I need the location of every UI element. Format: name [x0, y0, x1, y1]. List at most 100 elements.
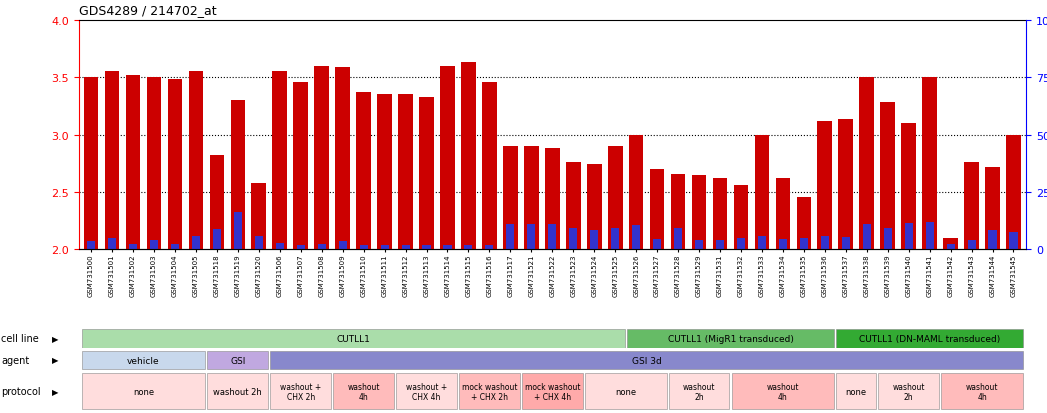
Bar [296, 245, 305, 250]
Bar [209, 156, 224, 250]
Bar [650, 170, 665, 250]
Bar [356, 93, 371, 250]
Bar [946, 244, 955, 250]
Bar [503, 147, 517, 250]
Bar [608, 147, 623, 250]
Bar [317, 244, 326, 250]
Bar [440, 66, 454, 250]
Bar [359, 245, 367, 250]
Text: cell line: cell line [1, 334, 39, 344]
Bar [423, 245, 430, 250]
Bar [566, 163, 581, 250]
Bar [335, 68, 350, 250]
Text: protocol: protocol [1, 386, 41, 396]
Bar [398, 95, 413, 250]
Bar [507, 225, 514, 250]
Bar [270, 373, 331, 409]
Bar [860, 78, 874, 250]
Bar [549, 225, 556, 250]
Text: CUTLL1 (DN-MAML transduced): CUTLL1 (DN-MAML transduced) [859, 334, 1000, 343]
Bar [461, 63, 475, 250]
Text: washout
4h: washout 4h [348, 382, 380, 401]
Bar [275, 243, 284, 250]
Bar [82, 330, 625, 348]
Bar [459, 373, 519, 409]
Bar [380, 245, 388, 250]
Bar [941, 373, 1023, 409]
Bar [926, 222, 934, 250]
Bar [837, 330, 1023, 348]
Bar [401, 245, 409, 250]
Bar [755, 135, 770, 250]
Bar [671, 174, 686, 250]
Bar [776, 179, 790, 250]
Bar [627, 330, 834, 348]
Text: mock washout
+ CHX 2h: mock washout + CHX 2h [462, 382, 517, 401]
Bar [716, 241, 725, 250]
Bar [821, 236, 829, 250]
Bar [105, 72, 119, 250]
Bar [837, 373, 876, 409]
Bar [570, 228, 577, 250]
Text: agent: agent [1, 355, 29, 365]
Bar [126, 76, 140, 250]
Bar [444, 245, 451, 250]
Bar [591, 230, 598, 250]
Bar [544, 149, 560, 250]
Bar [734, 186, 749, 250]
Bar [901, 124, 916, 250]
Bar [732, 373, 834, 409]
Text: GDS4289 / 214702_at: GDS4289 / 214702_at [79, 4, 216, 17]
Bar [251, 183, 266, 250]
Bar [818, 121, 832, 250]
Bar [674, 228, 682, 250]
Bar [878, 373, 939, 409]
Bar [233, 212, 242, 250]
Text: washout
4h: washout 4h [965, 382, 998, 401]
Bar [905, 223, 913, 250]
Bar [779, 240, 787, 250]
Bar [333, 373, 394, 409]
Bar [314, 66, 329, 250]
Bar [797, 197, 811, 250]
Text: CUTLL1 (MigR1 transduced): CUTLL1 (MigR1 transduced) [668, 334, 794, 343]
Bar [842, 237, 850, 250]
Text: none: none [133, 387, 154, 396]
Bar [943, 238, 958, 250]
Bar [521, 373, 583, 409]
Bar [82, 351, 205, 369]
Bar [230, 101, 245, 250]
Bar [587, 165, 602, 250]
Bar [84, 78, 98, 250]
Bar [713, 179, 728, 250]
Bar [737, 238, 745, 250]
Bar [207, 351, 268, 369]
Bar [988, 230, 997, 250]
Bar [171, 244, 179, 250]
Bar [758, 236, 766, 250]
Bar [419, 97, 433, 250]
Text: washout +
CHX 4h: washout + CHX 4h [406, 382, 447, 401]
Bar [207, 373, 268, 409]
Bar [377, 95, 392, 250]
Text: washout
2h: washout 2h [892, 382, 925, 401]
Bar [254, 236, 263, 250]
Text: none: none [846, 387, 867, 396]
Bar [839, 119, 853, 250]
Bar [168, 80, 182, 250]
Text: washout
4h: washout 4h [766, 382, 799, 401]
Bar [528, 225, 535, 250]
Bar [692, 176, 707, 250]
Bar [87, 242, 95, 250]
Text: washout
2h: washout 2h [683, 382, 715, 401]
Text: ▶: ▶ [52, 356, 59, 365]
Text: none: none [615, 387, 637, 396]
Text: GSI 3d: GSI 3d [631, 356, 662, 365]
Bar [653, 240, 661, 250]
Bar [967, 241, 976, 250]
Bar [1006, 135, 1021, 250]
Bar [1009, 233, 1018, 250]
Bar [629, 135, 644, 250]
Bar [884, 228, 892, 250]
Bar [293, 83, 308, 250]
